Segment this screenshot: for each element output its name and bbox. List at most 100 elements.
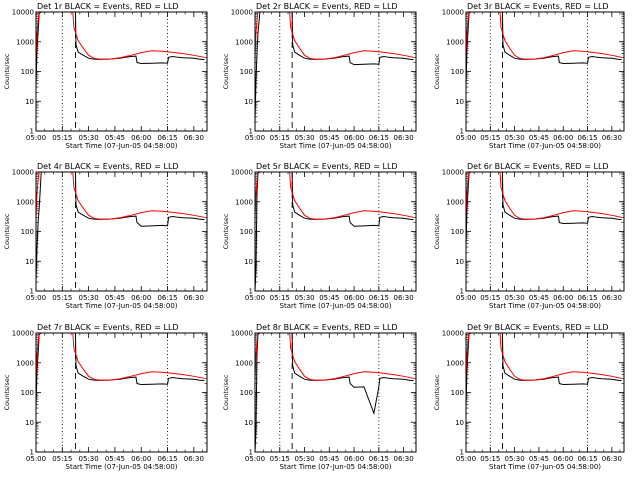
x-tick-label: 05:30 xyxy=(79,455,99,463)
x-tick-label: 05:00 xyxy=(26,294,46,302)
series-lld xyxy=(466,172,622,220)
series-lld xyxy=(466,333,622,381)
y-tick-label: 100 xyxy=(21,389,34,397)
plot-frame xyxy=(465,171,625,292)
y-tick-label: 1000 xyxy=(235,359,253,367)
plot-frame xyxy=(35,332,208,453)
x-axis-label: Start Time (07-Jun-05 04:58:00) xyxy=(280,463,392,471)
y-tick-label: 1 xyxy=(249,288,253,296)
y-tick-label: 1 xyxy=(30,449,34,457)
x-axis-label: Start Time (07-Jun-05 04:58:00) xyxy=(489,302,601,310)
det-panel-3: Det 3r BLACK = Events, RED = LLD Counts/s… xyxy=(433,2,625,150)
panel-title: Det 2r BLACK = Events, RED = LLD xyxy=(256,2,398,11)
series-events xyxy=(466,172,622,248)
panel-title: Det 4r BLACK = Events, RED = LLD xyxy=(37,162,179,171)
series-lld xyxy=(255,333,414,381)
series-events xyxy=(255,172,414,291)
y-axis-label: Counts/sec xyxy=(3,374,11,410)
panel-title: Det 1r BLACK = Events, RED = LLD xyxy=(37,2,179,11)
y-axis-label: Counts/sec xyxy=(433,53,441,89)
series-group xyxy=(36,172,205,283)
y-tick-label: 100 xyxy=(21,68,34,76)
x-tick-label: 05:00 xyxy=(26,134,46,142)
y-tick-label: 10000 xyxy=(231,330,253,338)
series-events xyxy=(255,333,414,452)
x-tick-label: 06:30 xyxy=(184,455,204,463)
series-lld xyxy=(255,12,414,60)
y-tick-label: 1 xyxy=(249,128,253,136)
x-tick-label: 05:15 xyxy=(270,455,290,463)
x-tick-label: 06:00 xyxy=(553,134,573,142)
x-tick-label: 05:00 xyxy=(245,134,265,142)
x-tick-label: 05:30 xyxy=(505,134,525,142)
x-axis-label: Start Time (07-Jun-05 04:58:00) xyxy=(489,463,601,471)
y-tick-label: 10 xyxy=(244,419,253,427)
x-tick-label: 06:15 xyxy=(577,455,597,463)
x-tick-label: 06:15 xyxy=(369,294,389,302)
x-tick-label: 06:30 xyxy=(184,134,204,142)
panel-title: Det 6r BLACK = Events, RED = LLD xyxy=(467,162,609,171)
x-tick-label: 05:45 xyxy=(319,134,339,142)
series-group xyxy=(466,172,622,248)
x-tick-label: 05:30 xyxy=(79,294,99,302)
x-tick-label: 05:45 xyxy=(105,455,125,463)
x-tick-label: 05:30 xyxy=(505,455,525,463)
series-events xyxy=(466,12,622,88)
x-tick-label: 05:45 xyxy=(105,134,125,142)
x-tick-label: 06:30 xyxy=(184,294,204,302)
x-tick-label: 06:30 xyxy=(394,134,414,142)
x-tick-label: 06:30 xyxy=(394,455,414,463)
y-tick-label: 100 xyxy=(240,68,253,76)
y-tick-label: 1000 xyxy=(16,38,34,46)
det-panel-5: Det 5r BLACK = Events, RED = LLD Counts/s… xyxy=(222,162,417,310)
series-group xyxy=(255,333,414,452)
x-axis-label: Start Time (07-Jun-05 04:58:00) xyxy=(280,302,392,310)
y-tick-label: 1000 xyxy=(446,359,464,367)
series-events xyxy=(36,333,205,409)
series-lld xyxy=(36,333,205,381)
x-tick-label: 06:15 xyxy=(577,294,597,302)
plot-frame xyxy=(465,11,625,132)
x-tick-label: 06:30 xyxy=(602,134,622,142)
series-events xyxy=(255,12,414,123)
y-tick-label: 10000 xyxy=(442,9,464,17)
y-tick-label: 10000 xyxy=(442,169,464,177)
x-tick-label: 05:45 xyxy=(529,134,549,142)
x-tick-label: 06:30 xyxy=(602,455,622,463)
y-tick-label: 1000 xyxy=(235,38,253,46)
x-tick-label: 05:45 xyxy=(105,294,125,302)
det-panel-8: Det 8r BLACK = Events, RED = LLD Counts/s… xyxy=(222,323,417,471)
y-tick-label: 1000 xyxy=(16,198,34,206)
x-ticks: 05:00 05:15 05:30 05:45 06:00 06:15 06:30 xyxy=(245,333,414,463)
det-panel-4: Det 4r BLACK = Events, RED = LLD Counts/s… xyxy=(3,162,208,310)
series-group xyxy=(255,12,414,123)
y-axis-label: Counts/sec xyxy=(433,374,441,410)
y-tick-label: 10000 xyxy=(231,169,253,177)
x-tick-label: 06:00 xyxy=(344,134,364,142)
x-ticks: 05:00 05:15 05:30 05:45 06:00 06:15 06:30 xyxy=(456,172,622,302)
x-tick-label: 05:00 xyxy=(26,455,46,463)
x-tick-label: 05:00 xyxy=(456,134,476,142)
y-axis-label: Counts/sec xyxy=(222,374,230,410)
y-tick-label: 100 xyxy=(451,228,464,236)
plot-frame xyxy=(465,332,625,453)
x-tick-label: 05:00 xyxy=(456,455,476,463)
plot-frame xyxy=(35,171,208,292)
series-group xyxy=(255,172,414,291)
y-axis-label: Counts/sec xyxy=(222,213,230,249)
x-ticks: 05:00 05:15 05:30 05:45 06:00 06:15 06:30 xyxy=(26,333,204,463)
x-tick-label: 05:15 xyxy=(52,455,72,463)
x-tick-label: 06:15 xyxy=(157,134,177,142)
y-axis-label: Counts/sec xyxy=(222,53,230,89)
panel-title: Det 7r BLACK = Events, RED = LLD xyxy=(37,323,179,332)
x-ticks: 05:00 05:15 05:30 05:45 06:00 06:15 06:30 xyxy=(26,12,204,142)
panel-title: Det 3r BLACK = Events, RED = LLD xyxy=(467,2,609,11)
y-ticks: 1 10 100 1000 10000 xyxy=(442,9,624,136)
y-axis-label: Counts/sec xyxy=(3,53,11,89)
y-tick-label: 10 xyxy=(244,258,253,266)
x-tick-label: 05:45 xyxy=(319,294,339,302)
x-tick-label: 05:30 xyxy=(505,294,525,302)
x-tick-label: 05:45 xyxy=(529,294,549,302)
x-tick-label: 05:30 xyxy=(294,294,314,302)
x-tick-label: 05:15 xyxy=(480,134,500,142)
